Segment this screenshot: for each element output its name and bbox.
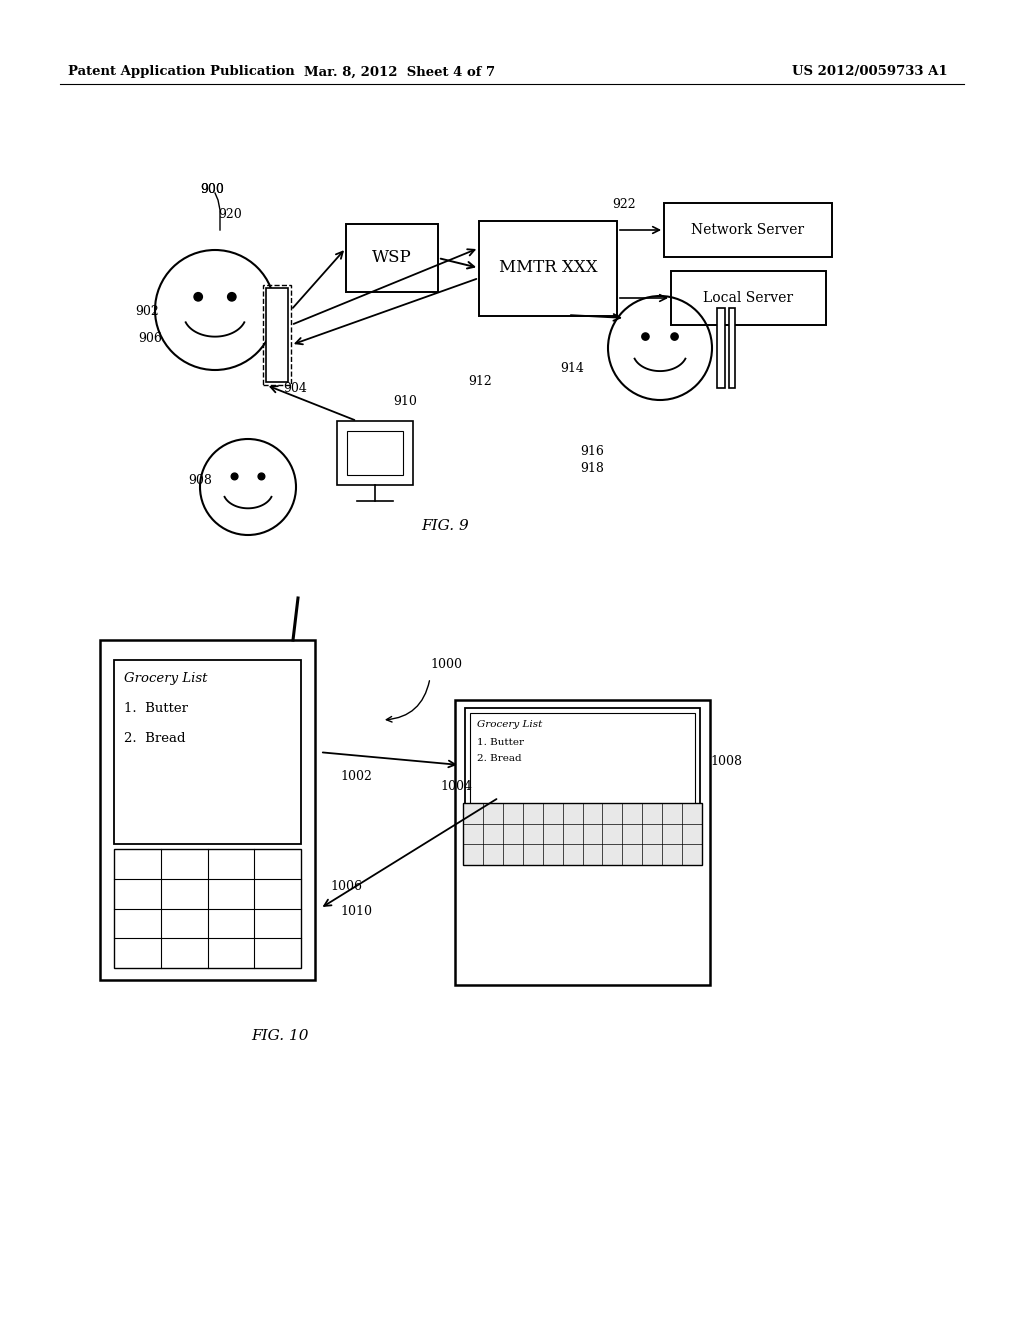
Bar — [114, 849, 301, 968]
Text: MMTR XXX: MMTR XXX — [499, 260, 597, 276]
Bar — [470, 713, 695, 817]
Text: 906: 906 — [138, 333, 162, 345]
Text: 1. Butter: 1. Butter — [477, 738, 524, 747]
Bar — [337, 421, 413, 484]
Text: FIG. 9: FIG. 9 — [421, 519, 469, 533]
Bar — [266, 288, 288, 381]
Text: 1000: 1000 — [430, 657, 462, 671]
Text: 900: 900 — [200, 183, 224, 195]
Circle shape — [671, 333, 678, 341]
Text: Grocery List: Grocery List — [124, 672, 208, 685]
Text: 2.  Bread: 2. Bread — [124, 733, 185, 746]
Text: Local Server: Local Server — [702, 290, 793, 305]
Bar — [346, 224, 438, 292]
Text: Patent Application Publication: Patent Application Publication — [68, 66, 295, 78]
Text: 902: 902 — [135, 305, 159, 318]
Text: 900: 900 — [200, 183, 224, 195]
Text: 918: 918 — [580, 462, 604, 475]
Circle shape — [258, 473, 265, 479]
Bar — [465, 708, 700, 822]
Text: 1010: 1010 — [340, 906, 372, 917]
Bar — [263, 285, 291, 385]
Text: 2. Bread: 2. Bread — [477, 754, 521, 763]
Circle shape — [231, 473, 238, 479]
Bar — [100, 640, 315, 979]
Bar — [664, 203, 831, 257]
Text: 1004: 1004 — [440, 780, 472, 793]
Circle shape — [642, 333, 649, 341]
Text: 916: 916 — [580, 445, 604, 458]
Text: 1008: 1008 — [710, 755, 742, 768]
Text: 1.  Butter: 1. Butter — [124, 702, 188, 715]
Text: 914: 914 — [560, 362, 584, 375]
Text: 912: 912 — [468, 375, 492, 388]
Text: FIG. 10: FIG. 10 — [251, 1030, 309, 1043]
Text: 910: 910 — [393, 395, 417, 408]
Text: WSP: WSP — [372, 249, 412, 267]
Circle shape — [227, 293, 236, 301]
Text: 1002: 1002 — [340, 770, 372, 783]
Bar — [455, 700, 710, 985]
Text: Network Server: Network Server — [691, 223, 805, 238]
Bar — [479, 220, 617, 315]
Text: US 2012/0059733 A1: US 2012/0059733 A1 — [793, 66, 948, 78]
Bar — [671, 271, 825, 325]
Bar — [347, 432, 403, 475]
Bar — [114, 660, 301, 843]
Circle shape — [194, 293, 203, 301]
Text: 922: 922 — [612, 198, 636, 211]
Text: Mar. 8, 2012  Sheet 4 of 7: Mar. 8, 2012 Sheet 4 of 7 — [304, 66, 496, 78]
Text: 920: 920 — [218, 209, 242, 220]
Bar — [717, 308, 725, 388]
Text: 908: 908 — [188, 474, 212, 487]
Bar — [463, 803, 702, 866]
Text: 1006: 1006 — [330, 880, 362, 894]
Bar — [729, 308, 735, 388]
Text: Grocery List: Grocery List — [477, 719, 543, 729]
Text: 904: 904 — [283, 381, 307, 395]
